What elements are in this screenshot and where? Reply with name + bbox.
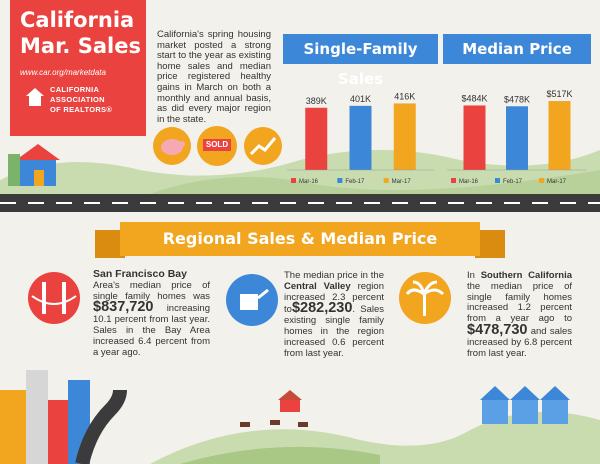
org-line-3: OF REALTORS® (50, 105, 113, 114)
title-line-2: Mar. Sales (20, 34, 141, 58)
price-bar-2 (548, 101, 571, 170)
cv-text-1: The median price in the (284, 270, 384, 281)
road-line (0, 202, 600, 204)
car-org-name: CALIFORNIA ASSOCIATION OF REALTORS® (50, 85, 112, 115)
house-icon (8, 144, 60, 186)
sales-legend-swatch-1 (337, 178, 343, 183)
car-logo-icon (26, 88, 44, 106)
sales-bar-0 (305, 107, 328, 170)
price-legend-label-1: Feb-17 (503, 179, 523, 185)
cv-region-text: The median price in the Central Valley r… (284, 270, 384, 359)
sc-region-text: In Southern California the median price … (467, 270, 572, 359)
price-legend-swatch-0 (451, 178, 456, 183)
price-legend-swatch-1 (495, 178, 500, 183)
sales-value-label-1: 401K (350, 94, 371, 104)
cv-heading: Central Valley (284, 280, 351, 292)
url-text[interactable]: www.car.org/marketdata (20, 68, 106, 77)
sales-legend-label-0: Mar-16 (299, 179, 319, 185)
chart-title-price: Median Price (443, 34, 591, 64)
intro-text: California's spring housing market poste… (157, 29, 271, 125)
sales-legend-swatch-0 (291, 178, 296, 183)
sf-region-text: San Francisco Bay Area's median price of… (93, 269, 210, 358)
sales-legend-swatch-2 (383, 178, 389, 183)
sales-bar-2 (393, 103, 416, 170)
sf-text-1: Area's median price of single family hom… (93, 279, 210, 302)
price-value-label-0: $484K (461, 93, 487, 103)
price-chart: $484K Mar-16 $478K Feb-17 $517K Mar-17 (447, 89, 587, 185)
top-scenery (0, 150, 600, 194)
ribbon-right-tail (475, 230, 505, 258)
sc-price: $478,730 (467, 321, 528, 338)
price-legend-label-2: Mar-17 (547, 179, 567, 185)
sc-heading: Southern California (480, 270, 572, 281)
sales-bar-1 (349, 105, 372, 170)
sc-text-3: and sales increased by 6.8 percent from … (467, 325, 572, 359)
bottom-scenery (0, 370, 600, 464)
title-box: California Mar. Sales www.car.org/market… (10, 0, 146, 136)
sales-legend-label-1: Feb-17 (345, 179, 365, 185)
price-value-label-2: $517K (546, 89, 572, 99)
sf-heading: San Francisco Bay (93, 268, 187, 280)
cv-price: $282,230 (291, 300, 353, 317)
piggy-bank-icon (153, 127, 191, 165)
sales-chart: 389K Mar-16 401K Feb-17 416K Mar-17 (287, 91, 434, 185)
section-title: Regional Sales & Median Price (120, 222, 480, 256)
price-legend-swatch-2 (539, 178, 544, 183)
org-line-1: CALIFORNIA (50, 85, 100, 94)
golden-gate-icon (28, 272, 80, 324)
price-value-label-1: $478K (504, 94, 530, 104)
sales-value-label-2: 416K (394, 91, 415, 101)
sc-text-1: In (467, 270, 481, 281)
price-bar-1 (506, 106, 528, 170)
sales-value-label-0: 389K (306, 96, 327, 106)
growth-chart-icon (244, 127, 282, 165)
cv-text-2: region increased 2.3 percent to (284, 280, 384, 316)
palm-tree-icon (399, 272, 451, 324)
sf-price: $837,720 (93, 299, 154, 316)
sold-icon: SOLD (197, 126, 237, 166)
watering-can-icon (226, 274, 278, 326)
sf-text-2: increasing 10.1 percent from last year. … (93, 303, 210, 358)
org-line-2: ASSOCIATION (50, 95, 105, 104)
sales-legend-label-2: Mar-17 (392, 179, 412, 185)
title-line-1: California (20, 8, 135, 32)
chart-title-sales: Single-Family Sales (283, 34, 438, 88)
cv-text-3: . Sales existing single family homes in … (284, 304, 384, 359)
sold-label: SOLD (203, 139, 231, 151)
price-bar-0 (463, 105, 486, 170)
price-legend-label-0: Mar-16 (459, 179, 479, 185)
sc-text-2: the median price of single family homes … (467, 280, 572, 325)
